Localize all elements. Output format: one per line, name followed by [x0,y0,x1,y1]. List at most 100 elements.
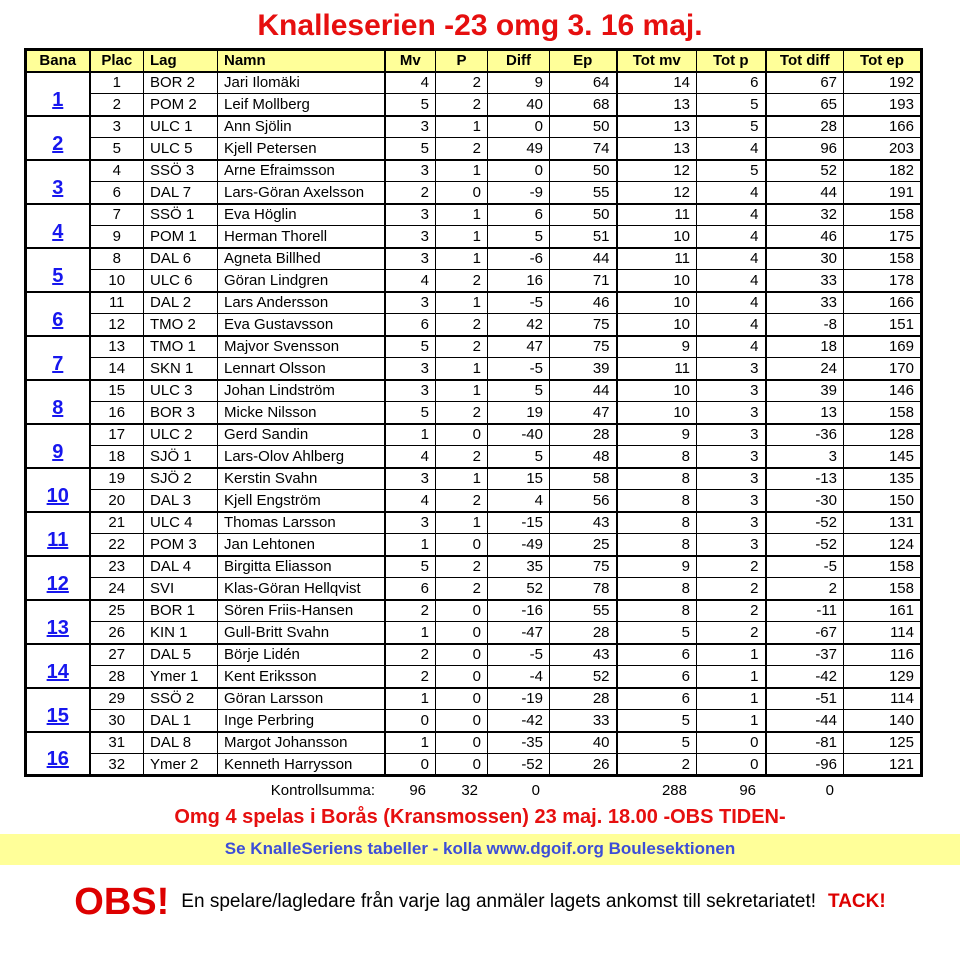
cell-tot-diff: -52 [764,510,844,534]
cell-namn: Leif Mollberg [217,93,385,116]
table-row: 12 TMO 2 Eva Gustavsson 6 2 42 75 10 4 -8 151 [26,313,922,336]
cell-lag: Ymer 2 [143,753,218,776]
cell-tot-diff: 28 [764,114,844,138]
cell-tot-p: 1 [696,642,766,666]
table-row: 4 7 SSÖ 1 Eva Höglin 3 1 6 50 11 4 32 158 [25,202,922,248]
cell-tot-p: 0 [696,730,766,754]
bana-cell: 8 [25,378,91,424]
cell-tot-mv: 13 [615,93,697,116]
cell-p: 0 [435,642,488,666]
cell-tot-ep: 116 [843,642,922,666]
cell-namn: Gull-Britt Svahn [217,621,385,644]
website-banner: Se KnalleSeriens tabeller - kolla www.dg… [0,834,960,865]
cell-lag: ULC 1 [143,114,218,138]
table-row: 16 31 DAL 8 Margot Johansson 1 0 -35 40 5 0 -81 125 [25,730,922,776]
cell-p: 0 [435,181,488,204]
cell-mv: 3 [383,378,436,402]
cell-tot-p: 1 [696,665,766,688]
cell-tot-diff: -36 [764,422,844,446]
cell-mv: 3 [383,466,436,490]
cell-plac: 23 [89,554,144,578]
cell-namn: Lars-Olov Ahlberg [217,445,385,468]
cell-lag: SSÖ 1 [143,202,218,226]
cell-mv: 3 [383,202,436,226]
cell-tot-p: 4 [696,334,766,358]
cell-tot-diff: 65 [764,93,844,116]
cell-tot-diff: 67 [764,70,844,94]
cell-mv: 3 [383,158,436,182]
cell-tot-diff: 44 [764,181,844,204]
cell-mv: 5 [383,401,436,424]
cell-mv: 4 [383,70,436,94]
results-table: Bana Plac Lag Namn Mv P Diff Ep Tot mv T… [24,48,923,777]
cell-lag: ULC 6 [143,269,218,292]
cell-diff: 35 [487,554,550,578]
cell-tot-mv: 12 [615,158,697,182]
bana-cell: 15 [25,686,91,732]
cell-tot-p: 3 [696,489,766,512]
table-row: 28 Ymer 1 Kent Eriksson 2 0 -4 52 6 1 -42 129 [26,665,922,688]
cell-ep: 52 [549,665,617,688]
cell-tot-diff: -67 [764,621,844,644]
cell-tot-diff: -42 [764,665,844,688]
cell-diff: -47 [487,621,550,644]
cell-tot-p: 3 [696,357,766,380]
next-round-notice: Omg 4 spelas i Borås (Kransmossen) 23 ma… [174,806,786,828]
cell-tot-ep: 151 [843,313,922,336]
cell-p: 2 [435,401,488,424]
cell-tot-mv: 8 [615,510,697,534]
table-row: 10 19 SJÖ 2 Kerstin Svahn 3 1 15 58 8 3 -13 135 [25,466,922,512]
cell-diff: 19 [487,401,550,424]
cell-mv: 5 [383,334,436,358]
cell-diff: 40 [487,93,550,116]
cell-p: 0 [435,422,488,446]
cell-tot-diff: -96 [764,753,844,776]
kontrollsumma-tot-mv: 288 [661,782,687,799]
cell-plac: 11 [89,290,144,314]
cell-lag: ULC 4 [143,510,218,534]
cell-p: 2 [435,70,488,94]
cell-p: 1 [435,114,488,138]
header-bana: Bana [25,49,90,73]
cell-p: 1 [435,357,488,380]
cell-tot-p: 2 [696,554,766,578]
cell-namn: Ann Sjölin [217,114,385,138]
cell-p: 0 [435,665,488,688]
cell-diff: -19 [487,686,550,710]
bana-cell: 13 [25,598,91,644]
table-row: 14 SKN 1 Lennart Olsson 3 1 -5 39 11 3 24 170 [26,357,922,380]
cell-tot-p: 6 [696,70,766,94]
cell-tot-mv: 10 [615,313,697,336]
cell-tot-p: 4 [696,202,766,226]
cell-diff: 0 [487,158,550,182]
cell-lag: Ymer 1 [143,665,218,688]
cell-diff: 47 [487,334,550,358]
bana-cell: 10 [25,466,91,512]
kontrollsumma-tot-p: 96 [739,782,756,799]
cell-lag: DAL 5 [143,642,218,666]
cell-mv: 4 [383,445,436,468]
cell-lag: SSÖ 2 [143,686,218,710]
bana-cell: 11 [25,510,91,556]
cell-tot-p: 4 [696,269,766,292]
cell-mv: 0 [383,753,436,776]
cell-tot-p: 4 [696,313,766,336]
table-row: 16 BOR 3 Micke Nilsson 5 2 19 47 10 3 13 158 [26,401,922,424]
cell-p: 1 [435,158,488,182]
cell-namn: Agneta Billhed [217,246,385,270]
cell-namn: Göran Larsson [217,686,385,710]
cell-tot-ep: 114 [843,621,922,644]
cell-mv: 6 [383,313,436,336]
table-row: 12 23 DAL 4 Birgitta Eliasson 5 2 35 75 9 2 -5 158 [25,554,922,600]
kontrollsumma-tot-diff: 0 [825,782,834,799]
cell-diff: 9 [487,70,550,94]
cell-p: 2 [435,137,488,160]
cell-tot-diff: 3 [764,445,844,468]
cell-ep: 55 [549,598,617,622]
cell-ep: 50 [549,114,617,138]
cell-namn: Eva Gustavsson [217,313,385,336]
cell-tot-p: 3 [696,378,766,402]
cell-diff: -9 [487,181,550,204]
bana-cell: 2 [25,114,91,160]
obs-notice-line: OBS! En spelare/lagledare från varje lag… [0,883,960,921]
